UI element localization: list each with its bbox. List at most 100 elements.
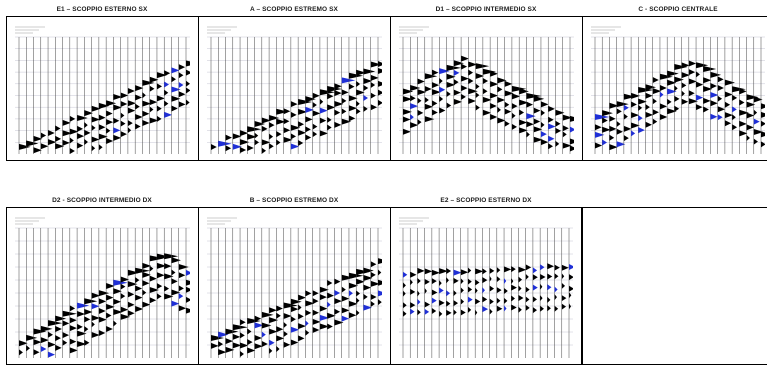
wiggle-mark: [561, 295, 567, 302]
wiggle-mark: [305, 106, 314, 113]
wiggle-mark: [490, 81, 499, 88]
wiggle-mark: [370, 82, 376, 89]
wiggle-mark: [739, 109, 749, 116]
panel-d1: D1 – SCOPPIO INTERMEDIO SX: [390, 4, 582, 161]
wiggle-mark: [62, 320, 70, 327]
wiggle-mark: [276, 335, 285, 342]
wiggle-mark: [91, 332, 100, 339]
wiggle-mark: [482, 268, 487, 275]
wiggle-mark: [562, 125, 569, 132]
wiggle-mark: [142, 280, 150, 287]
wiggle-mark: [156, 283, 163, 290]
wiggle-mark: [526, 121, 534, 128]
wiggle-mark: [519, 99, 529, 106]
wiggle-mark: [164, 100, 169, 107]
wiggle-mark: [424, 308, 430, 315]
wiggle-mark: [504, 278, 507, 285]
wiggle-mark: [334, 121, 342, 128]
wiggle-mark: [171, 269, 176, 276]
wiggle-mark: [290, 111, 297, 118]
wiggle-mark: [703, 65, 717, 72]
wiggle-mark: [232, 133, 242, 140]
wiggle-mark: [276, 118, 286, 125]
wiggle-mark: [247, 339, 253, 346]
wiggle-mark: [164, 70, 171, 77]
wiggle-mark: [504, 101, 510, 108]
wiggle-mark: [424, 96, 429, 103]
wiggle-mark: [149, 99, 158, 106]
wiggle-mark: [370, 294, 377, 301]
wiggle-mark: [254, 121, 266, 128]
wiggle-mark: [717, 106, 726, 113]
wiggle-mark: [341, 108, 347, 115]
wiggle-mark: [432, 89, 441, 96]
wiggle-mark: [717, 95, 723, 102]
wiggle-mark: [496, 267, 501, 274]
wiggle-mark: [312, 123, 318, 130]
wiggle-mark: [327, 280, 333, 287]
wiggle-mark: [84, 110, 93, 117]
wiggle-mark: [298, 129, 307, 136]
wiggle-mark: [98, 329, 106, 336]
wiggle-mark: [703, 86, 713, 93]
wiggle-mark: [142, 92, 146, 99]
wiggle-mark: [178, 305, 187, 312]
panel-b: B – SCOPPIO ESTREMO DX: [198, 195, 390, 365]
wiggle-mark: [186, 269, 190, 276]
wiggle-mark: [106, 303, 115, 310]
wiggle-mark: [33, 349, 40, 356]
wiggle-mark: [370, 261, 377, 268]
wiggle-mark: [334, 100, 344, 107]
wiggle-mark: [696, 104, 703, 111]
wiggle-mark: [127, 310, 135, 317]
wiggle-mark: [540, 273, 546, 280]
wiggle-mark: [688, 69, 696, 76]
wiggle-mark: [378, 258, 382, 265]
wiggle-mark: [717, 76, 724, 83]
wiggle-mark: [127, 291, 135, 298]
wiggle-mark: [69, 338, 77, 345]
wiggle-mark: [26, 334, 38, 341]
wiggle-mark: [261, 125, 268, 132]
wiggle-mark: [283, 118, 290, 125]
wiggle-mark: [178, 64, 186, 71]
wiggle-mark: [178, 293, 184, 300]
wiggle-mark: [533, 95, 545, 102]
wiggle-mark: [106, 100, 117, 107]
wiggle-mark: [55, 344, 62, 351]
wiggle-mark: [732, 106, 737, 113]
wiggle-mark: [460, 309, 466, 316]
wiggle-mark: [142, 301, 151, 308]
wiggle-mark: [547, 284, 552, 291]
wiggle-mark: [149, 85, 155, 92]
wiggle-mark: [439, 287, 444, 294]
wiggle-mark: [156, 105, 162, 112]
wiggle-mark: [439, 299, 445, 306]
wiggle-mark: [519, 127, 528, 134]
wiggle-mark: [526, 113, 536, 120]
seismogram-a: [198, 16, 390, 161]
wiggle-mark: [667, 70, 679, 77]
wiggle-mark: [186, 69, 190, 76]
wiggle-mark: [327, 292, 334, 299]
wiggle-mark: [135, 114, 143, 121]
wiggle-mark: [135, 285, 143, 292]
wiggle-mark: [753, 109, 758, 116]
wiggle-mark: [290, 298, 302, 305]
wiggle-mark: [446, 73, 456, 80]
wiggle-mark: [290, 306, 299, 313]
wiggle-mark: [186, 99, 190, 106]
wiggle-mark: [149, 286, 160, 293]
wiggle-mark: [319, 98, 324, 105]
wiggle-mark: [178, 264, 189, 271]
wiggle-mark: [348, 300, 358, 307]
wiggle-mark: [211, 335, 225, 342]
wiggle-mark: [305, 320, 309, 327]
wiggle-mark: [55, 315, 67, 322]
wiggle-mark: [48, 139, 57, 146]
wiggle-mark: [283, 108, 291, 115]
wiggle-mark: [341, 295, 350, 302]
wiggle-mark: [378, 89, 382, 96]
wiggle-mark: [84, 298, 98, 305]
wiggle-mark: [468, 98, 476, 105]
